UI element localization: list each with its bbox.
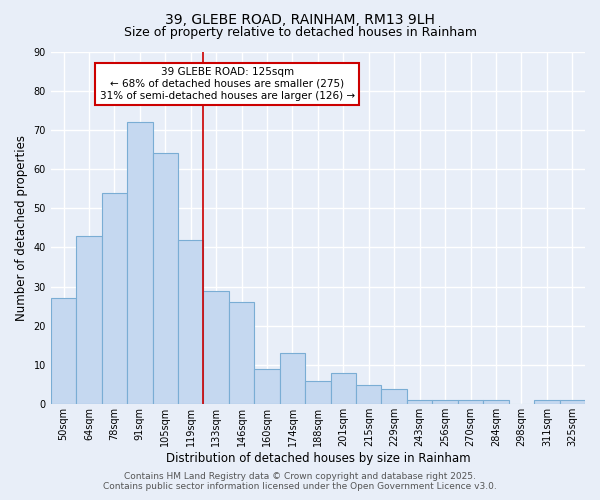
Bar <box>305 381 331 404</box>
X-axis label: Distribution of detached houses by size in Rainham: Distribution of detached houses by size … <box>166 452 470 465</box>
Bar <box>433 400 458 404</box>
Bar <box>101 192 127 404</box>
Bar <box>356 384 382 404</box>
Bar <box>76 236 101 404</box>
Bar <box>254 369 280 404</box>
Bar <box>534 400 560 404</box>
Y-axis label: Number of detached properties: Number of detached properties <box>15 135 28 321</box>
Text: Contains HM Land Registry data © Crown copyright and database right 2025.
Contai: Contains HM Land Registry data © Crown c… <box>103 472 497 491</box>
Text: Size of property relative to detached houses in Rainham: Size of property relative to detached ho… <box>124 26 476 39</box>
Text: 39 GLEBE ROAD: 125sqm
← 68% of detached houses are smaller (275)
31% of semi-det: 39 GLEBE ROAD: 125sqm ← 68% of detached … <box>100 68 355 100</box>
Bar <box>178 240 203 404</box>
Bar <box>203 290 229 405</box>
Bar <box>152 154 178 404</box>
Bar <box>51 298 76 405</box>
Bar <box>127 122 152 405</box>
Bar <box>331 373 356 404</box>
Bar <box>483 400 509 404</box>
Bar <box>407 400 433 404</box>
Text: 39, GLEBE ROAD, RAINHAM, RM13 9LH: 39, GLEBE ROAD, RAINHAM, RM13 9LH <box>165 12 435 26</box>
Bar <box>458 400 483 404</box>
Bar <box>560 400 585 404</box>
Bar <box>280 354 305 405</box>
Bar <box>382 388 407 404</box>
Bar <box>229 302 254 404</box>
